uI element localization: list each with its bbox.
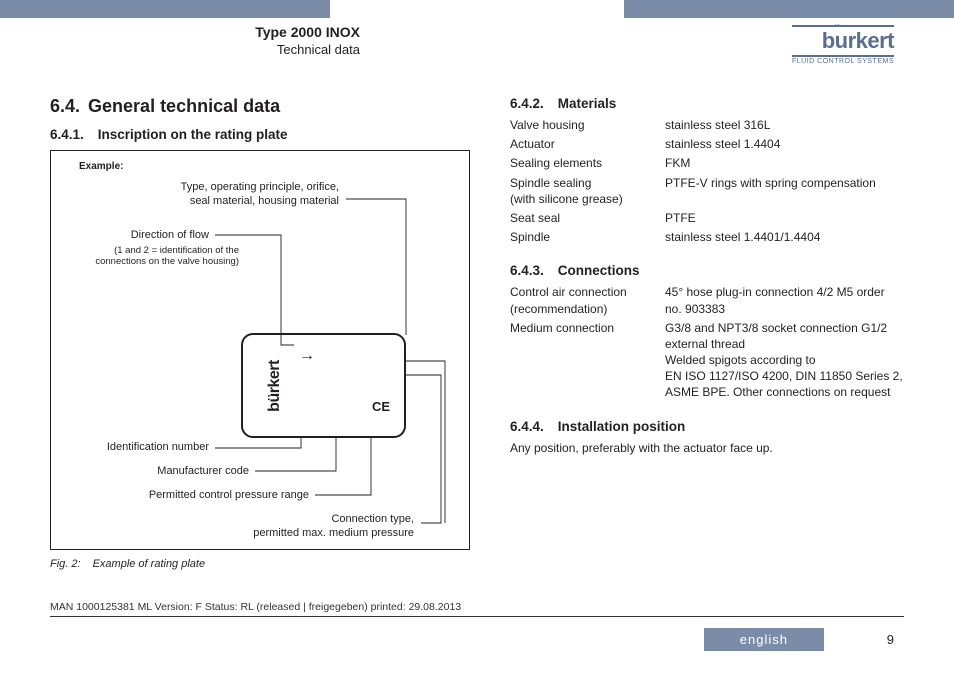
subheading-text: Inscription on the rating plate bbox=[98, 127, 288, 142]
table-row: Medium connectionG3/8 and NPT3/8 socket … bbox=[510, 320, 904, 401]
page-header: Type 2000 INOX Technical data ¨burkert F… bbox=[0, 24, 954, 80]
footer-page-number: 9 bbox=[887, 632, 894, 647]
subheading-text: Connections bbox=[558, 263, 640, 278]
brand-name: burkert bbox=[822, 28, 894, 53]
top-bar-right bbox=[624, 0, 954, 18]
top-bar-left bbox=[0, 0, 330, 18]
doc-title: Type 2000 INOX bbox=[60, 24, 360, 40]
rating-plate: bürkert → CE bbox=[241, 333, 406, 438]
spec-key: Valve housing bbox=[510, 117, 665, 133]
heading-6-4-4: 6.4.4. Installation position bbox=[510, 419, 904, 434]
heading-6-4: 6.4. General technical data bbox=[50, 96, 470, 117]
subheading-text: Installation position bbox=[558, 419, 686, 434]
content-area: 6.4. General technical data 6.4.1. Inscrip… bbox=[50, 96, 904, 603]
spec-key: Sealing elements bbox=[510, 155, 665, 171]
example-label: Example: bbox=[79, 161, 123, 172]
subheading-num: 6.4.2. bbox=[510, 96, 544, 111]
materials-table: Valve housingstainless steel 316LActuato… bbox=[510, 117, 904, 245]
figure-caption: Fig. 2: Example of rating plate bbox=[50, 558, 470, 570]
label-ident: Identification number bbox=[59, 441, 209, 455]
table-row: Spindlestainless steel 1.4401/1.4404 bbox=[510, 229, 904, 245]
heading-6-4-3: 6.4.3. Connections bbox=[510, 263, 904, 278]
spec-value: 45° hose plug-in connection 4/2 M5 order… bbox=[665, 284, 904, 316]
footer-man-line: MAN 1000125381 ML Version: F Status: RL … bbox=[50, 601, 461, 613]
ce-mark-icon: CE bbox=[372, 399, 390, 414]
plate-brand: bürkert bbox=[266, 360, 284, 412]
spec-value: PTFE-V rings with spring compensation bbox=[665, 175, 904, 207]
label-mfg: Manufacturer code bbox=[59, 465, 249, 479]
doc-subtitle: Technical data bbox=[60, 42, 360, 57]
heading-6-4-2: 6.4.2. Materials bbox=[510, 96, 904, 111]
heading-6-4-1: 6.4.1. Inscription on the rating plate bbox=[50, 127, 470, 142]
spec-value: G3/8 and NPT3/8 socket connection G1/2 e… bbox=[665, 320, 904, 401]
table-row: Spindle sealing(with silicone grease)PTF… bbox=[510, 175, 904, 207]
figure-caption-text: Example of rating plate bbox=[93, 558, 206, 570]
table-row: Seat sealPTFE bbox=[510, 210, 904, 226]
spec-key: Medium connection bbox=[510, 320, 665, 401]
brand-tagline: FLUID CONTROL SYSTEMS bbox=[792, 58, 894, 65]
heading-text: General technical data bbox=[88, 96, 280, 116]
spec-key: Control air connection (recommendation) bbox=[510, 284, 665, 316]
brand-logo: ¨burkert FLUID CONTROL SYSTEMS bbox=[792, 24, 894, 65]
subheading-num: 6.4.4. bbox=[510, 419, 544, 434]
connections-table: Control air connection (recommendation)4… bbox=[510, 284, 904, 400]
table-row: Valve housingstainless steel 316L bbox=[510, 117, 904, 133]
spec-value: FKM bbox=[665, 155, 904, 171]
subheading-num: 6.4.3. bbox=[510, 263, 544, 278]
spec-key: Spindle sealing(with silicone grease) bbox=[510, 175, 665, 207]
label-connection: Connection type,permitted max. medium pr… bbox=[114, 513, 414, 541]
subheading-text: Materials bbox=[558, 96, 617, 111]
left-column: 6.4. General technical data 6.4.1. Inscrip… bbox=[50, 96, 470, 603]
spec-value: stainless steel 316L bbox=[665, 117, 904, 133]
label-type-operating: Type, operating principle, orifice,seal … bbox=[119, 181, 339, 209]
rating-plate-figure: Example: Type, operating principle, orif… bbox=[50, 150, 470, 550]
spec-key: Seat seal bbox=[510, 210, 665, 226]
label-pressure: Permitted control pressure range bbox=[59, 489, 309, 503]
spec-value: PTFE bbox=[665, 210, 904, 226]
spec-key: Actuator bbox=[510, 136, 665, 152]
plate-arrow-icon: → bbox=[299, 347, 315, 365]
table-row: Control air connection (recommendation)4… bbox=[510, 284, 904, 316]
spec-value: stainless steel 1.4404 bbox=[665, 136, 904, 152]
installation-body: Any position, preferably with the actuat… bbox=[510, 440, 904, 457]
footer-rule bbox=[50, 616, 904, 617]
label-direction-sub: (1 and 2 = identification of theconnecti… bbox=[59, 245, 239, 268]
table-row: Sealing elementsFKM bbox=[510, 155, 904, 171]
spec-key: Spindle bbox=[510, 229, 665, 245]
table-row: Actuatorstainless steel 1.4404 bbox=[510, 136, 904, 152]
figure-number: Fig. 2: bbox=[50, 558, 81, 570]
spec-value: stainless steel 1.4401/1.4404 bbox=[665, 229, 904, 245]
heading-num: 6.4. bbox=[50, 96, 80, 116]
right-column: 6.4.2.Materials Valve housingstainless s… bbox=[510, 96, 904, 603]
footer-language: english bbox=[704, 628, 824, 651]
subheading-num: 6.4.1. bbox=[50, 127, 84, 142]
label-direction: Direction of flow bbox=[59, 229, 209, 243]
